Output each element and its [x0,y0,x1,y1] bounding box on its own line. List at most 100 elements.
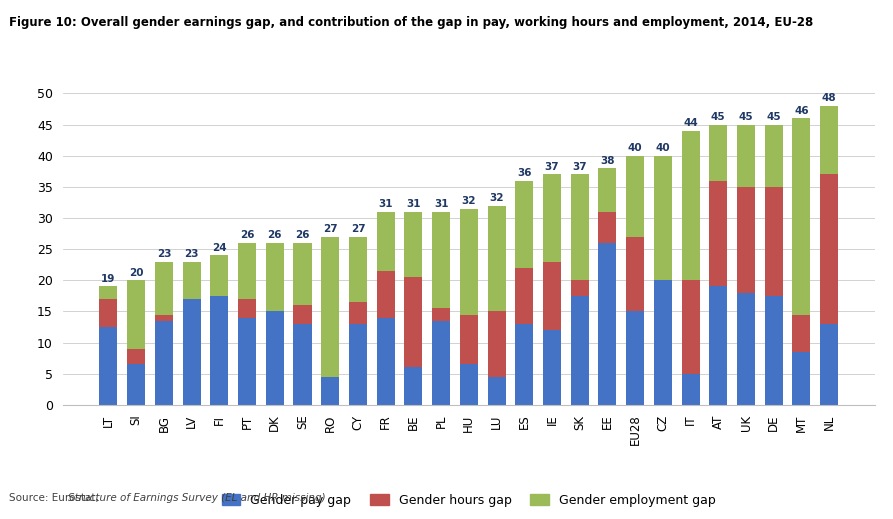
Bar [792,118,811,315]
Bar [515,268,533,324]
Text: 45: 45 [766,112,781,122]
Bar [598,168,616,212]
Bar [99,299,118,327]
Bar [737,187,755,293]
Bar [127,349,146,364]
Text: Structure of Earnings Survey (EL and HR missing): Structure of Earnings Survey (EL and HR … [68,494,325,503]
Bar [460,364,478,405]
Text: 48: 48 [822,93,837,103]
Bar [571,280,588,296]
Text: 40: 40 [655,143,670,153]
Bar [571,174,588,280]
Bar [294,324,312,405]
Bar [709,181,727,286]
Bar [349,324,367,405]
Text: 31: 31 [379,199,393,209]
Bar [543,330,561,405]
Text: 44: 44 [683,118,698,128]
Bar [405,277,422,367]
Text: 38: 38 [600,156,614,166]
Text: 20: 20 [129,268,144,278]
Bar [238,299,256,318]
Bar [543,262,561,330]
Bar [377,318,395,405]
Text: 31: 31 [434,199,448,209]
Text: 23: 23 [156,249,171,259]
Bar [182,299,201,405]
Bar [709,286,727,405]
Text: 37: 37 [545,162,559,172]
Bar [515,324,533,405]
Text: 27: 27 [323,224,338,234]
Text: 27: 27 [351,224,365,234]
Bar [405,367,422,405]
Legend: Gender pay gap, Gender hours gap, Gender employment gap: Gender pay gap, Gender hours gap, Gender… [217,488,721,512]
Bar [654,280,672,405]
Text: 23: 23 [184,249,199,259]
Text: 45: 45 [711,112,726,122]
Bar [764,187,783,296]
Bar [792,315,811,352]
Text: 46: 46 [794,106,809,116]
Bar [737,293,755,405]
Bar [488,206,505,311]
Bar [99,286,118,299]
Bar [598,212,616,243]
Text: 36: 36 [517,168,531,178]
Bar [238,243,256,299]
Bar [238,318,256,405]
Bar [154,262,173,315]
Bar [820,174,839,324]
Bar [182,262,201,299]
Text: 19: 19 [101,274,116,284]
Bar [681,280,699,374]
Bar [820,324,839,405]
Bar [737,125,755,187]
Bar [377,212,395,271]
Bar [266,311,284,405]
Text: 24: 24 [212,243,227,253]
Bar [709,125,727,181]
Bar [488,377,505,405]
Bar [321,377,339,405]
Bar [266,243,284,311]
Bar [377,271,395,318]
Bar [543,174,561,262]
Text: 40: 40 [628,143,642,153]
Text: Figure 10: Overall gender earnings gap, and contribution of the gap in pay, work: Figure 10: Overall gender earnings gap, … [9,16,814,29]
Bar [432,212,450,308]
Bar [820,106,839,174]
Bar [681,374,699,405]
Bar [571,296,588,405]
Bar [349,237,367,302]
Bar [654,156,672,280]
Bar [154,321,173,405]
Text: 26: 26 [296,230,310,240]
Bar [211,255,229,296]
Bar [321,237,339,377]
Bar [154,315,173,321]
Bar [460,315,478,364]
Bar [99,327,118,405]
Bar [626,156,644,237]
Bar [681,131,699,280]
Text: 37: 37 [572,162,587,172]
Text: 26: 26 [240,230,255,240]
Bar [405,212,422,277]
Bar [626,237,644,311]
Bar [792,352,811,405]
Bar [626,311,644,405]
Text: 31: 31 [406,199,421,209]
Bar [294,305,312,324]
Text: 45: 45 [739,112,754,122]
Bar [432,321,450,405]
Text: Source: Eurostat,: Source: Eurostat, [9,494,102,503]
Bar [488,311,505,377]
Bar [515,181,533,268]
Bar [127,280,146,349]
Bar [764,296,783,405]
Bar [598,243,616,405]
Text: 26: 26 [268,230,282,240]
Bar [294,243,312,305]
Text: 32: 32 [489,193,504,203]
